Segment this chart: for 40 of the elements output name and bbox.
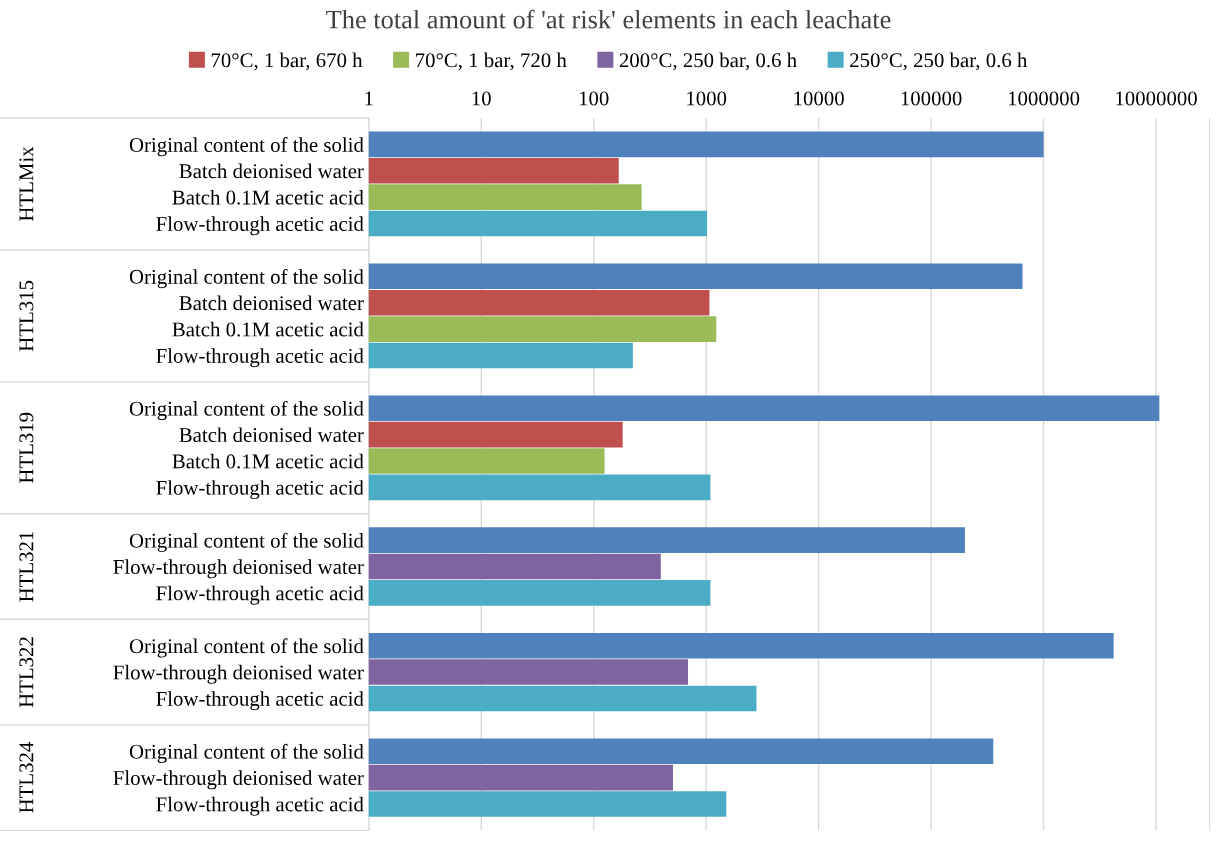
x-tick-label: 10 (472, 91, 491, 106)
y-tick-label: Flow-through deionised water (113, 770, 364, 790)
y-tick-label: Batch 0.1M acetic acid (172, 321, 364, 337)
text: HTLMix (19, 146, 34, 221)
text: HTL324 (19, 742, 34, 813)
y-tick-label: Original content of the solid (129, 400, 364, 421)
legend-label: 70°C, 1 bar, 720 h (416, 52, 567, 71)
text: HTL315 (19, 280, 34, 352)
y-tick-label: Original content of the solid (129, 137, 364, 157)
legend-label: 70°C, 1 bar, 670 h (211, 52, 363, 71)
y-tick-label: Batch deionised water (179, 295, 364, 311)
y-tick-label: Original content of the solid (129, 532, 364, 552)
x-tick-label: 1 (365, 91, 373, 106)
legend-label: 200°C, 250 bar, 0.6 h (619, 52, 797, 71)
y-tick-label: Flow-through acetic acid (156, 585, 364, 605)
y-tick-label: Batch deionised water (179, 163, 364, 179)
chart-title: The total amount of 'at risk' elements in each leachate (326, 9, 891, 29)
text: HTL321 (19, 531, 34, 602)
y-tick-label: Flow-through acetic acid (156, 348, 364, 368)
text: HTL319 (19, 412, 34, 484)
y-tick-label: Batch 0.1M acetic acid (172, 189, 364, 205)
y-tick-label: Batch 0.1M acetic acid (172, 453, 364, 469)
x-tick-label: 100000 (901, 91, 962, 106)
y-tick-label: Original content of the solid (129, 743, 364, 764)
y-tick-label: Flow-through deionised water (113, 664, 364, 684)
y-tick-label: Flow-through acetic acid (156, 691, 364, 711)
x-tick-label: 1000 (687, 91, 727, 106)
x-tick-label: 1000000 (1008, 91, 1080, 106)
y-tick-label: Flow-through acetic acid (156, 216, 364, 236)
y-tick-label: Batch deionised water (179, 427, 364, 443)
y-tick-label: Original content of the solid (129, 638, 364, 658)
x-tick-label: 10000000 (1116, 91, 1197, 106)
legend-label: 250°C, 250 bar, 0.6 h (850, 52, 1028, 71)
y-tick-label: Original content of the solid (129, 268, 364, 289)
y-tick-label: Flow-through deionised water (113, 559, 364, 579)
y-tick-label: Flow-through acetic acid (156, 796, 364, 816)
text: HTL322 (19, 637, 34, 708)
x-tick-label: 10000 (794, 91, 844, 106)
x-tick-label: 100 (579, 91, 609, 106)
y-tick-label: Flow-through acetic acid (156, 480, 364, 500)
